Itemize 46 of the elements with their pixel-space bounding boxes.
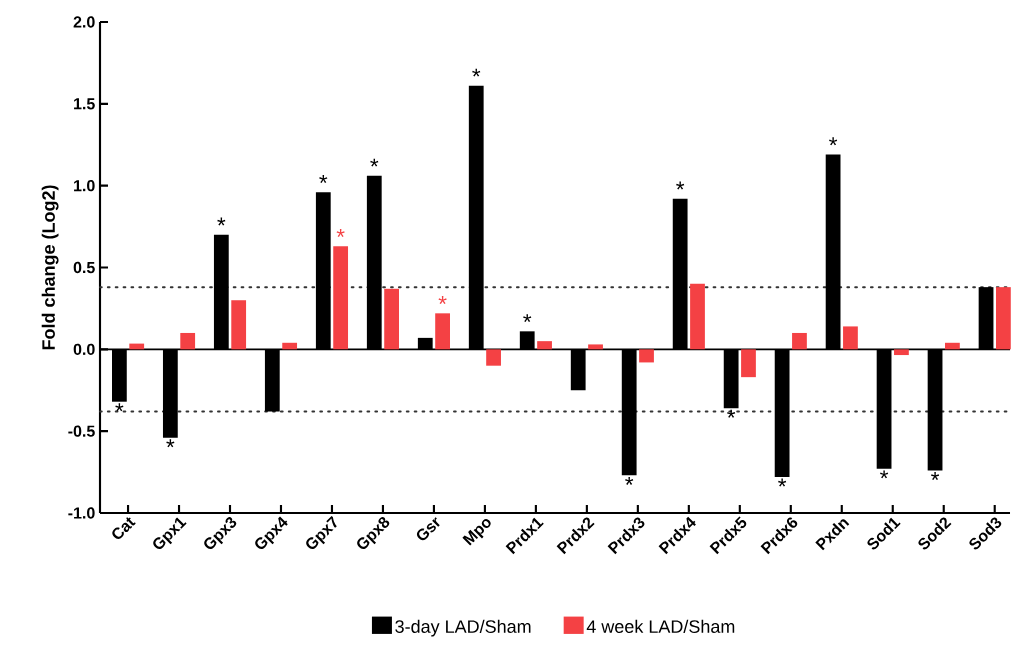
annotation: *: [336, 229, 345, 237]
annotation: *: [319, 175, 328, 183]
x-tick-label: Gsr: [416, 517, 440, 541]
bar: [843, 326, 858, 350]
bar: [333, 246, 349, 350]
bar: [690, 283, 705, 350]
annotation: *: [727, 409, 736, 418]
bar: [384, 288, 399, 350]
legend-label: 3-day LAD/Sham: [395, 619, 531, 637]
annotation: *: [829, 137, 838, 146]
annotation: *: [166, 439, 175, 448]
bar: [282, 342, 298, 350]
bar: [435, 313, 450, 350]
bar: [741, 349, 756, 378]
y-tick-label: 0.5: [73, 261, 95, 274]
bar: [231, 300, 247, 350]
annotation: *: [438, 296, 447, 305]
y-tick-label: 1.5: [74, 98, 95, 110]
y-tick-label: 0.0: [73, 343, 95, 355]
annotation: *: [676, 181, 685, 190]
annotation: *: [523, 314, 532, 323]
annotation: *: [115, 403, 124, 412]
annotation: *: [472, 68, 481, 77]
bar: [995, 287, 1011, 350]
y-tick-label: 2.0: [73, 16, 95, 28]
annotation: *: [880, 470, 889, 479]
annotation: *: [931, 472, 940, 481]
annotation: *: [217, 217, 226, 226]
bar: [792, 332, 807, 350]
bar: [945, 342, 960, 350]
y-axis-title: Fold change (Log2): [41, 185, 59, 350]
x-tick-label: Mpo: [462, 518, 491, 546]
bar: [486, 349, 501, 366]
bar: [180, 332, 196, 350]
x-tick-label: Cat: [112, 517, 136, 539]
bar: [639, 349, 654, 363]
annotation: *: [370, 158, 379, 167]
y-tick-label: 1.0: [74, 180, 95, 192]
bar: [588, 344, 603, 350]
bar: [537, 341, 552, 350]
y-tick-label: -1.0: [68, 507, 95, 519]
annotation: *: [778, 478, 787, 487]
annotation: *: [625, 476, 634, 485]
y-tick-label: -0.5: [68, 425, 95, 437]
legend-label: 4 week LAD/Sham: [586, 619, 735, 633]
bar: [894, 349, 909, 356]
